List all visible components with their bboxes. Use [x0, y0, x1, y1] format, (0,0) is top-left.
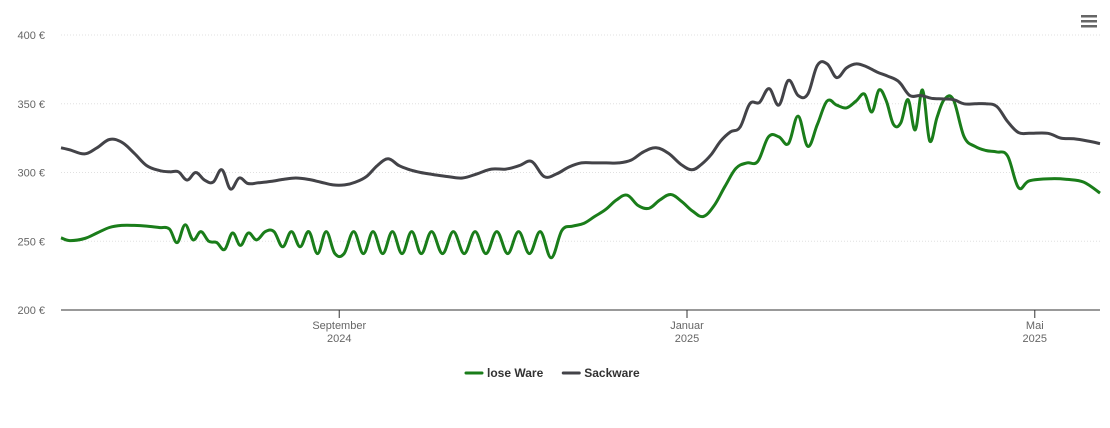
menu-button[interactable] — [1079, 13, 1099, 31]
x-tick-label-line: 2024 — [327, 333, 351, 345]
x-tick-label: September 2024 — [312, 320, 366, 345]
menu-bar — [1081, 25, 1097, 28]
y-tick-label: 250 € — [17, 236, 45, 248]
x-tick-label-line: September — [312, 320, 366, 332]
x-tick-label-line: Mai — [1026, 320, 1044, 332]
y-tick-label: 200 € — [17, 305, 45, 317]
legend-label: Sackware — [584, 366, 640, 380]
series-line — [60, 60, 1101, 191]
x-tick-label-line: 2025 — [675, 333, 699, 345]
y-tick-label: 400 € — [17, 30, 45, 42]
x-tick-label: Januar 2025 — [670, 320, 704, 345]
x-tick-label: Mai 2025 — [1023, 320, 1047, 345]
x-tick-label-line: Januar — [670, 320, 704, 332]
menu-bar — [1081, 15, 1097, 18]
legend-label: lose Ware — [487, 366, 544, 380]
legend: lose Ware Sackware — [464, 366, 640, 380]
x-tick-label-line: 2025 — [1023, 333, 1047, 345]
legend-item[interactable]: lose Ware — [464, 366, 544, 380]
y-tick-label: 300 € — [17, 168, 45, 180]
series-line — [60, 88, 1101, 260]
y-tick-label: 350 € — [17, 99, 45, 111]
legend-item[interactable]: Sackware — [561, 366, 640, 380]
menu-bar — [1081, 20, 1097, 23]
